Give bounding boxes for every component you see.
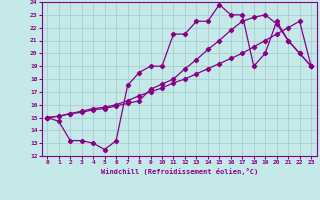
X-axis label: Windchill (Refroidissement éolien,°C): Windchill (Refroidissement éolien,°C): [100, 168, 258, 175]
